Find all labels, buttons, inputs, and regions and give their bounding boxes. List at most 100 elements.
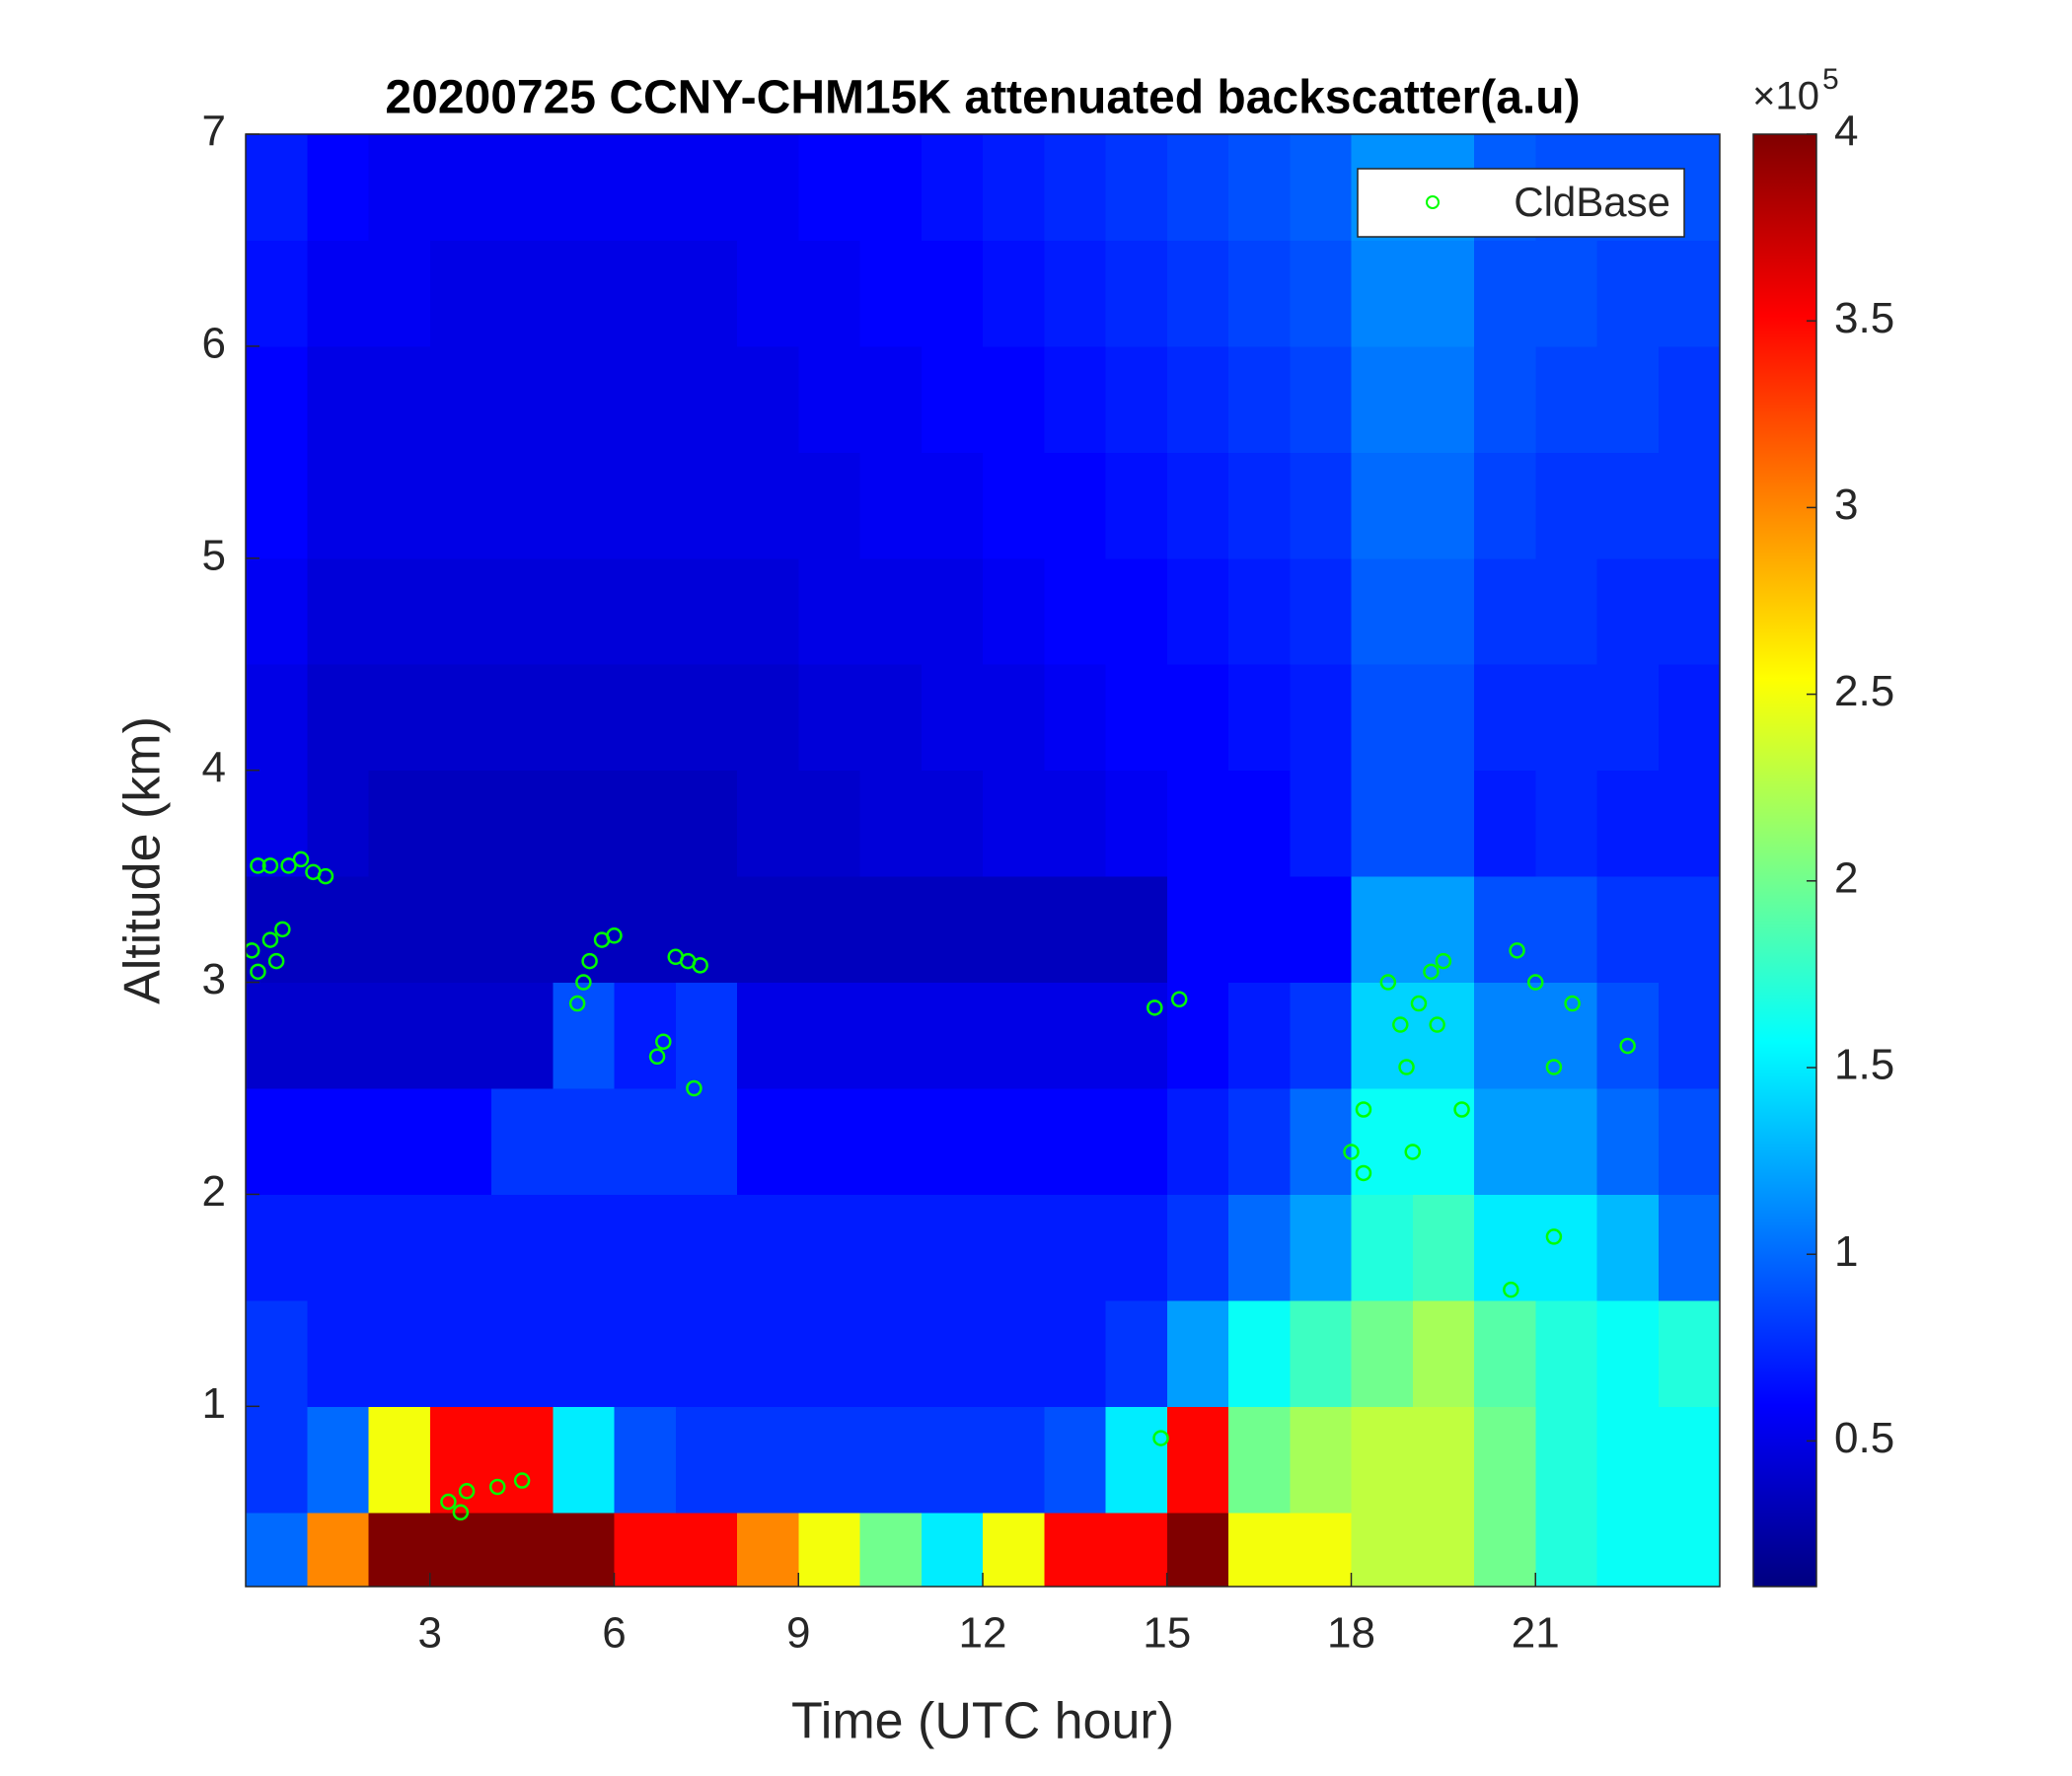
heatmap-cell xyxy=(1535,1512,1597,1587)
legend: CldBase xyxy=(1357,168,1685,238)
heatmap-cell xyxy=(368,1406,431,1514)
heatmap-cell xyxy=(1105,345,1168,453)
heatmap-cell xyxy=(1166,664,1229,772)
cloud-base-point xyxy=(1152,1430,1169,1446)
heatmap-cell xyxy=(429,1406,492,1514)
heatmap-cell xyxy=(798,1194,860,1301)
heatmap-cell xyxy=(1658,1299,1720,1407)
heatmap-cell xyxy=(737,876,799,984)
heatmap-cell xyxy=(246,1088,308,1195)
heatmap-cell xyxy=(1228,664,1291,772)
heatmap-cell xyxy=(1596,982,1660,1089)
heatmap-cell xyxy=(1351,1299,1414,1407)
heatmap-cell xyxy=(1535,1299,1597,1407)
heatmap-cell xyxy=(429,1299,492,1407)
heatmap-cell xyxy=(1290,1194,1352,1301)
heatmap-cell xyxy=(983,345,1045,453)
heatmap xyxy=(246,134,1720,1587)
heatmap-cell xyxy=(491,452,554,559)
heatmap-cell xyxy=(429,664,492,772)
heatmap-cell xyxy=(1290,134,1352,241)
heatmap-cell xyxy=(798,345,860,453)
heatmap-cell xyxy=(921,557,984,665)
heatmap-cell xyxy=(1658,876,1720,984)
heatmap-cell xyxy=(368,770,431,877)
heatmap-cell xyxy=(368,134,431,241)
cloud-base-point xyxy=(274,921,291,938)
heatmap-cell xyxy=(1166,1088,1229,1195)
heatmap-cell xyxy=(1290,664,1352,772)
heatmap-cell xyxy=(1166,1194,1229,1301)
cloud-base-point xyxy=(1379,974,1397,991)
heatmap-cell xyxy=(737,982,799,1089)
heatmap-cell xyxy=(675,134,738,241)
heatmap-cell xyxy=(1535,452,1597,559)
cloud-base-point xyxy=(1355,1164,1372,1182)
heatmap-cell xyxy=(1596,240,1660,347)
heatmap-cell xyxy=(1596,557,1660,665)
heatmap-cell xyxy=(737,664,799,772)
heatmap-cell xyxy=(429,1194,492,1301)
heatmap-cell xyxy=(1658,1194,1720,1301)
heatmap-cell xyxy=(859,1088,923,1195)
x-axis-label: Time (UTC hour) xyxy=(791,1693,1174,1750)
heatmap-cell xyxy=(553,876,615,984)
heatmap-cell xyxy=(921,770,984,877)
heatmap-cell xyxy=(1596,876,1660,984)
heatmap-cell xyxy=(614,557,677,665)
heatmap-cell xyxy=(1412,1299,1475,1407)
heatmap-cell xyxy=(1351,664,1414,772)
heatmap-cell xyxy=(1105,1299,1168,1407)
heatmap-cell xyxy=(921,1299,984,1407)
y-tick-label: 4 xyxy=(202,743,226,791)
heatmap-cell xyxy=(737,345,799,453)
cloud-base-point xyxy=(568,995,586,1012)
heatmap-cell xyxy=(1596,664,1660,772)
heatmap-cell xyxy=(614,770,677,877)
heatmap-cell xyxy=(614,134,677,241)
cloud-base-point xyxy=(692,957,708,974)
heatmap-cell xyxy=(1474,1299,1536,1407)
heatmap-cell xyxy=(798,557,860,665)
heatmap-cell xyxy=(921,345,984,453)
heatmap-cell xyxy=(491,1194,554,1301)
heatmap-cell xyxy=(859,1194,923,1301)
y-tick-label: 7 xyxy=(202,108,226,156)
heatmap-cell xyxy=(1658,557,1720,665)
heatmap-cell xyxy=(921,1194,984,1301)
heatmap-cell xyxy=(553,452,615,559)
y-tick-label: 6 xyxy=(202,320,226,368)
heatmap-cell xyxy=(1412,1194,1475,1301)
heatmap-cell xyxy=(798,664,860,772)
heatmap-cell xyxy=(246,664,308,772)
heatmap-cell xyxy=(553,770,615,877)
heatmap-cell xyxy=(737,134,799,241)
heatmap-cell xyxy=(1290,345,1352,453)
heatmap-cell xyxy=(1596,1299,1660,1407)
cloud-base-point xyxy=(1619,1037,1636,1055)
heatmap-cell xyxy=(859,770,923,877)
legend-box xyxy=(1357,168,1685,238)
heatmap-cell xyxy=(1658,452,1720,559)
heatmap-cell xyxy=(983,134,1045,241)
colorbar-tick-label: 4 xyxy=(1834,108,1858,156)
heatmap-cell xyxy=(491,770,554,877)
heatmap-cell xyxy=(1596,1512,1660,1587)
heatmap-cell xyxy=(798,770,860,877)
cloud-base-point xyxy=(606,927,623,944)
heatmap-cell xyxy=(859,240,923,347)
heatmap-cell xyxy=(1228,876,1291,984)
heatmap-cell xyxy=(553,134,615,241)
heatmap-cell xyxy=(1412,1088,1475,1195)
heatmap-cell xyxy=(491,664,554,772)
x-tick-label: 9 xyxy=(786,1609,810,1658)
colorbar-tick-label: 2.5 xyxy=(1834,667,1894,715)
heatmap-cell xyxy=(246,240,308,347)
cloud-base-point xyxy=(1410,995,1428,1012)
heatmap-cell xyxy=(307,557,369,665)
heatmap-cell xyxy=(1105,664,1168,772)
heatmap-cell xyxy=(1166,1406,1229,1514)
heatmap-cell xyxy=(1044,452,1106,559)
cloud-base-point xyxy=(267,952,285,970)
heatmap-cell xyxy=(614,1406,677,1514)
